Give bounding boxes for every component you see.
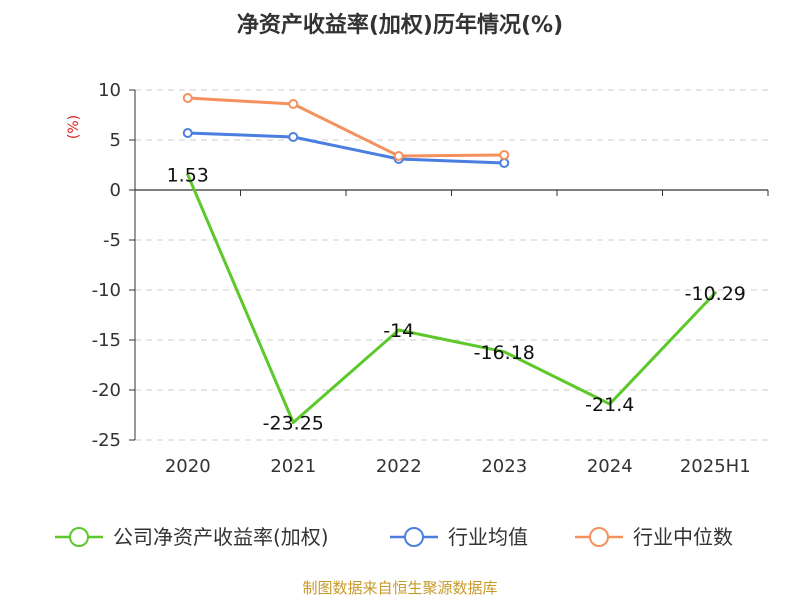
legend-item-0: 公司净资产收益率(加权)	[55, 525, 329, 549]
series-line-0	[186, 173, 717, 424]
series-line-2	[186, 96, 506, 158]
x-tick-label: 2020	[165, 456, 211, 477]
y-tick-label: 10	[98, 80, 121, 101]
y-tick-label: -10	[92, 280, 121, 301]
y-tick-label: 0	[110, 180, 121, 201]
legend-item-1: 行业均值	[390, 525, 528, 549]
legend-label: 行业均值	[448, 525, 528, 549]
y-tick-label: 5	[110, 130, 121, 151]
data-label: -21.4	[585, 394, 634, 416]
grid-lines	[135, 89, 768, 441]
y-tick-label: -5	[103, 230, 121, 251]
chart-title: 净资产收益率(加权)历年情况(%)	[237, 12, 563, 38]
x-tick-label: 2021	[270, 456, 316, 477]
y-tick-label: -25	[92, 430, 121, 451]
series-lines	[182, 93, 717, 424]
data-label: -23.25	[263, 413, 324, 435]
data-label: -10.29	[685, 283, 746, 305]
legend: 公司净资产收益率(加权) 行业均值 行业中位数	[55, 525, 733, 549]
y-tick-label: -15	[92, 330, 121, 351]
series-point-2	[182, 93, 193, 103]
x-tick-label: 2022	[376, 456, 422, 477]
series-point-1	[182, 128, 193, 138]
series-point-2	[393, 151, 404, 161]
legend-item-2: 行业中位数	[575, 525, 733, 549]
source-note: 制图数据来自恒生聚源数据库	[302, 579, 497, 597]
series-point-2	[288, 99, 299, 109]
data-labels: 1.53 -23.25 -14 -16.18 -21.4 -10.29	[167, 165, 746, 435]
legend-label: 公司净资产收益率(加权)	[113, 525, 329, 549]
series-line-1	[186, 131, 506, 165]
y-axis-label: (%)	[66, 115, 82, 139]
legend-label: 行业中位数	[633, 525, 733, 549]
x-tick-label: 2023	[481, 456, 527, 477]
series-point-1	[499, 158, 510, 168]
x-tick-label: 2024	[587, 456, 633, 477]
legend-swatch-marker	[69, 527, 89, 547]
data-label: -14	[383, 320, 414, 342]
axes: 10 5 0 -5 -10 -15 -20 -25 2020 2021 2022 2023 2024 20…	[92, 80, 769, 477]
x-tick-label: 2025H1	[680, 456, 751, 477]
legend-swatch-marker	[589, 527, 609, 547]
series-point-2	[499, 150, 510, 160]
y-tick-label: -20	[92, 380, 121, 401]
data-label: 1.53	[167, 165, 209, 187]
series-point-1	[288, 132, 299, 142]
data-label: -16.18	[474, 342, 535, 364]
legend-swatch-marker	[404, 527, 424, 547]
